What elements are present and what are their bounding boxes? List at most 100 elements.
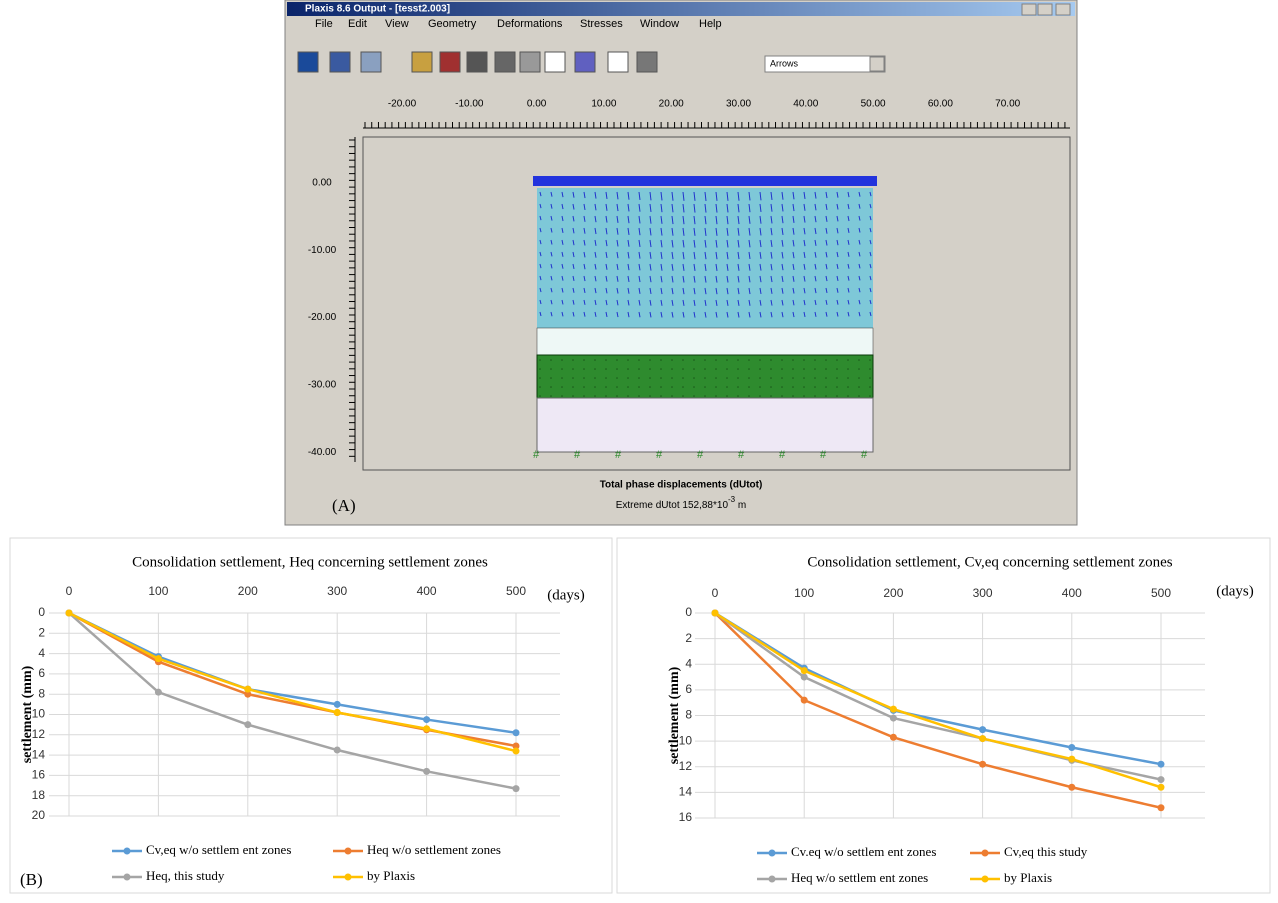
menu-item[interactable]: Geometry [428,18,477,30]
displacement-arrow [649,263,652,271]
plaxis-window: Plaxis 8.6 Output - [tesst2.003] File Edi… [284,0,1078,526]
panel-label: (B) [20,870,43,889]
node [660,395,662,397]
displacement-arrow [748,215,751,224]
displacement-arrow [715,191,718,201]
displacement-arrow [616,239,619,247]
y-axis-label: settlement (mm) [20,665,35,763]
displacement-arrow [638,215,641,224]
toolbar-button[interactable] [544,51,566,73]
displacement-arrow [770,275,773,283]
displacement-arrow [715,299,718,306]
menu-item[interactable]: View [385,18,409,30]
menu-item[interactable]: File [315,18,333,30]
displacement-arrow [759,227,762,236]
toolbar-button[interactable] [574,51,596,73]
node [748,395,750,397]
data-point [512,742,520,750]
displacement-arrow [616,263,619,271]
displacement-arrow [748,239,751,248]
toolbar-button[interactable] [360,51,382,73]
toolbar-button[interactable] [519,51,541,73]
displacement-arrow [792,191,795,200]
dropdown[interactable] [764,55,886,73]
node [572,368,574,370]
displacement-arrow [594,203,597,211]
displacement-arrow [737,263,740,271]
displacement-arrow [616,275,619,282]
data-point [800,696,808,704]
displacement-arrow [539,311,542,317]
node [803,377,805,379]
toolbar-button[interactable] [329,51,351,73]
dropdown-text: Arrows [770,58,799,68]
node [605,386,607,388]
node [693,377,695,379]
displacement-arrow [561,299,564,305]
displacement-arrow [649,287,652,295]
toolbar-button[interactable] [607,51,629,73]
displacement-arrow [814,251,817,258]
displacement-arrow [770,203,773,212]
displacement-arrow [693,251,696,260]
y-tick-label: 6 [685,682,692,696]
displacement-arrow [825,191,828,199]
legend-label: Cv.eq w/o settlem ent zones [791,844,936,859]
displacement-arrow [638,275,641,283]
toolbar-button[interactable] [466,51,488,73]
displacement-arrow [704,299,707,306]
displacement-arrow [616,227,619,235]
menu-item[interactable]: Stresses [580,18,623,30]
displacement-arrow [726,215,729,225]
displacement-arrow [627,311,630,318]
displacement-arrow [825,287,828,294]
toolbar-button[interactable] [636,51,658,73]
menu-item[interactable]: Edit [348,18,367,30]
node [737,386,739,388]
displacement-arrow [583,191,586,199]
menu-item[interactable]: Help [699,18,722,30]
displacement-arrow [814,287,817,294]
x-tick-label: 200 [883,586,903,600]
node [748,377,750,379]
ruler-x-label: 50.00 [861,99,886,110]
toolbar-button[interactable] [297,51,319,73]
displacement-arrow [770,263,773,271]
node [638,368,640,370]
displacement-arrow [858,215,861,221]
displacement-arrow [693,191,696,201]
toolbar-button[interactable] [439,51,461,73]
legend-label: Heq w/o settlem ent zones [791,870,928,885]
node [737,359,739,361]
menu-item[interactable]: Window [640,18,679,30]
node [693,395,695,397]
displacement-arrow [781,191,784,200]
node [539,377,541,379]
node [671,395,673,397]
displacement-arrow [627,287,630,294]
node [616,377,618,379]
menu-item[interactable]: Deformations [497,18,563,30]
toolbar-button[interactable] [411,51,433,73]
displacement-arrow [770,299,773,306]
node [737,377,739,379]
displacement-arrow [781,239,784,247]
displacement-arrow [759,239,762,248]
data-point [512,785,520,793]
y-tick-label: 12 [679,759,693,773]
displacement-arrow [671,215,674,225]
displacement-arrow [616,287,619,294]
node [550,359,552,361]
displacement-arrow [627,227,630,235]
displacement-arrow [792,311,795,318]
node [715,395,717,397]
displacement-arrow [682,299,685,306]
ruler-x-label: -20.00 [388,99,417,110]
data-point [1157,760,1165,768]
data-point [423,716,431,724]
displacement-arrow [781,275,784,283]
node [561,359,563,361]
y-tick-label: 8 [685,708,692,722]
displacement-arrow [594,275,597,282]
toolbar-button[interactable] [494,51,516,73]
